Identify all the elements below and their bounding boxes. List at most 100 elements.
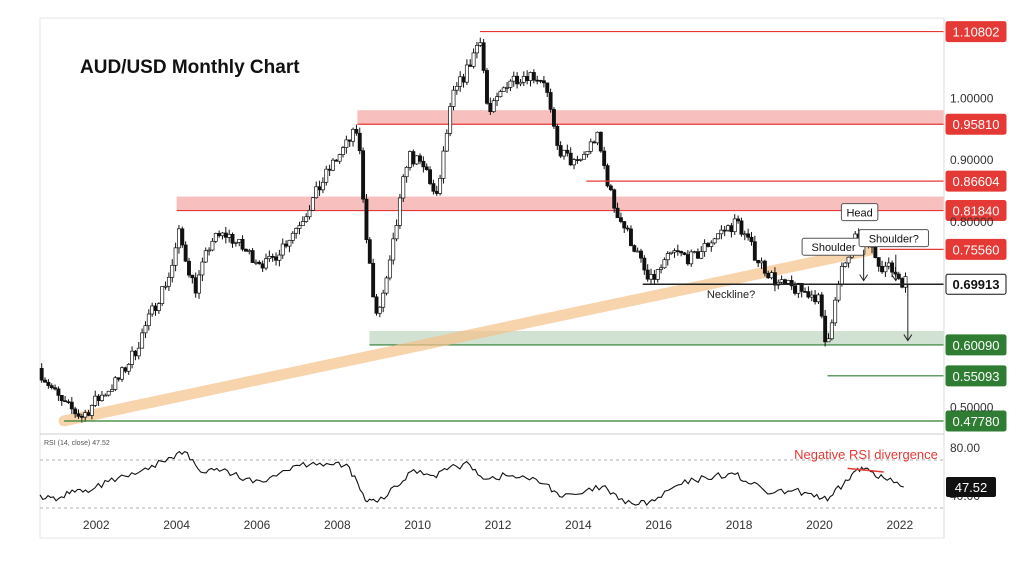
price-level-label: 0.81840: [953, 204, 1000, 219]
price-level-label: 0.95810: [953, 117, 1000, 132]
candle-bullish: [344, 139, 349, 148]
candle-bullish: [759, 260, 764, 264]
candle-bullish: [297, 225, 302, 229]
candlestick-series: [39, 37, 908, 423]
candle-bearish: [535, 79, 540, 82]
candle-bearish: [799, 282, 804, 292]
annotation-box: [858, 229, 929, 248]
candle-bullish: [83, 412, 88, 418]
candle-bearish: [76, 413, 81, 417]
candle-bullish: [136, 347, 141, 357]
candle-bearish: [424, 166, 429, 171]
candle-bullish: [264, 258, 268, 269]
candle-bullish: [659, 267, 664, 270]
price-level-label: 0.47780: [953, 414, 1000, 429]
candle-bullish: [176, 228, 181, 249]
candle-bearish: [250, 250, 255, 263]
chart-title: AUD/USD Monthly Chart: [80, 57, 300, 78]
candle-bullish: [833, 299, 838, 324]
candle-bearish: [545, 82, 550, 93]
price-tick-label: 1.00000: [950, 91, 994, 105]
candle-bearish: [525, 76, 530, 82]
price-level-label-box: [945, 410, 1007, 432]
candle-bullish: [337, 154, 342, 162]
candle-bullish: [387, 259, 392, 279]
candle-bearish: [240, 238, 245, 250]
price-level-label: 0.69913: [953, 277, 1000, 292]
candle-bullish: [290, 232, 295, 241]
candle-bullish: [320, 181, 325, 191]
candle-bearish: [485, 70, 489, 104]
candle-bearish: [190, 274, 195, 279]
candle-bullish: [99, 394, 104, 401]
candle-bearish: [783, 279, 787, 284]
candle-bearish: [900, 278, 905, 288]
candle-bullish: [120, 367, 124, 380]
candle-bearish: [789, 280, 794, 287]
candle-bullish: [173, 247, 178, 266]
candle-bearish: [813, 294, 818, 303]
arrow-head-icon: [903, 334, 913, 342]
candle-bullish: [491, 100, 496, 112]
candle-bearish: [431, 183, 436, 192]
candle-bearish: [421, 160, 426, 168]
candle-bearish: [411, 151, 416, 165]
price-level-label: 1.10802: [953, 25, 1000, 40]
candle-bullish: [719, 229, 724, 235]
candle-bullish: [110, 389, 114, 392]
support-resistance-zone: [357, 110, 945, 125]
candle-bearish: [706, 243, 710, 247]
candle-bullish: [391, 238, 396, 261]
candle-bullish: [826, 338, 831, 343]
price-level-label: 0.75560: [953, 242, 1000, 257]
candle-bullish: [294, 228, 299, 234]
annotation-box: [840, 203, 879, 222]
candle-bullish: [324, 168, 329, 183]
candle-bullish: [247, 250, 252, 252]
candle-bearish: [274, 256, 278, 261]
rsi-divergence-annotation: Negative RSI divergence: [794, 447, 938, 462]
candle-bearish: [793, 285, 797, 294]
time-axis: 2002 2004 2006 2008 2010 2012 2014 2016 2018 2020…: [83, 518, 914, 532]
candle-bullish: [300, 221, 305, 226]
candle-bullish: [220, 232, 225, 237]
time-tick-label: 2012: [485, 518, 512, 532]
candle-bearish: [615, 207, 620, 219]
candle-bearish: [531, 72, 536, 81]
candle-bullish: [93, 395, 98, 406]
support-resistance-zone: [176, 196, 945, 211]
candle-bullish: [156, 303, 161, 311]
candle-bearish: [49, 385, 54, 389]
candle-bullish: [672, 250, 677, 253]
price-tick-label: 0.50000: [950, 400, 994, 414]
candle-bullish: [471, 52, 476, 67]
candle-bullish: [562, 149, 566, 157]
candle-bearish: [418, 155, 422, 162]
candle-bearish: [873, 246, 878, 258]
candle-bullish: [280, 243, 285, 256]
candle-bullish: [478, 42, 483, 46]
pattern-annotation: Head: [846, 208, 872, 220]
candle-bullish: [351, 128, 356, 142]
candle-bullish: [384, 277, 389, 294]
candle-bullish: [451, 89, 456, 107]
candle-bullish: [712, 238, 717, 244]
price-level-label-box: [945, 200, 1007, 222]
candle-bearish: [515, 75, 520, 85]
candle-bullish: [233, 241, 238, 244]
candle-bearish: [270, 256, 275, 258]
candle-bullish: [843, 262, 848, 267]
candle-bearish: [361, 150, 366, 200]
candle-bearish: [612, 189, 617, 209]
time-tick-label: 2004: [163, 518, 190, 532]
candle-bearish: [645, 269, 650, 280]
candle-bullish: [521, 76, 526, 83]
candle-bullish: [829, 322, 834, 340]
candle-bearish: [605, 165, 610, 187]
level-lines: 1.10802 0.95810 0.86604 0.81840 0.75560 0.699…: [64, 21, 1007, 432]
candle-bullish: [846, 256, 851, 264]
time-tick-label: 2006: [244, 518, 271, 532]
candle-bearish: [749, 236, 754, 243]
